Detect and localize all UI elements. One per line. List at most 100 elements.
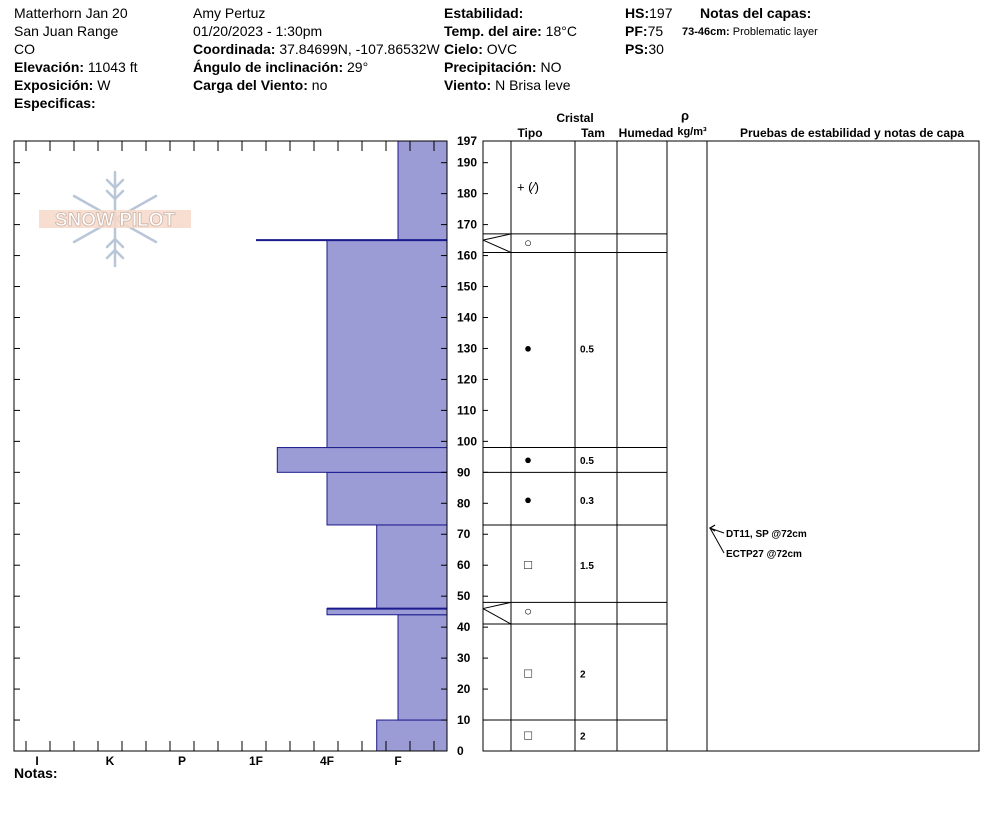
header-range: San Juan Range <box>14 23 119 39</box>
aspect-value: W <box>97 77 111 93</box>
header-location: Matterhorn Jan 20 <box>14 5 128 21</box>
depth-label: 190 <box>457 156 477 170</box>
test-arrowhead-1 <box>709 524 716 532</box>
ps-value: 30 <box>648 41 664 57</box>
table-border <box>482 140 980 752</box>
pf-value: 75 <box>647 23 664 39</box>
header-sky: Cielo: OVC <box>444 40 517 58</box>
test-label-1: ECTP27 @72cm <box>726 549 802 560</box>
coord-value: 37.84699N, -107.86532W <box>279 41 440 57</box>
aspect-label: Exposición: <box>14 77 94 93</box>
hardness-label-K: K <box>106 754 115 768</box>
crust-connector <box>482 601 512 610</box>
header-wind: Viento: N Brisa leve <box>444 76 571 94</box>
header-tam: Tam <box>581 126 605 140</box>
depth-label: 0 <box>457 744 464 758</box>
layer-table <box>482 140 980 752</box>
header-aspect: Exposición: W <box>14 76 110 94</box>
grain-symbol-6: ● <box>524 340 532 355</box>
depth-label: 170 <box>457 218 477 232</box>
grain-size-6: 0.5 <box>580 344 594 355</box>
depth-label: 110 <box>457 403 477 417</box>
grain-size-4: 0.3 <box>580 496 594 507</box>
hardness-layers <box>256 140 448 752</box>
depth-label: 10 <box>457 713 471 727</box>
sky-label: Cielo: <box>444 41 483 57</box>
grain-size-5: 0.5 <box>580 456 594 467</box>
layer-note-text: Problematic layer <box>732 26 818 38</box>
hardness-label-4F: 4F <box>320 754 334 768</box>
slope-label: Ángulo de inclinación: <box>193 59 344 75</box>
hardness-bar-0 <box>376 719 448 752</box>
header-coordinates: Coordinada: 37.84699N, -107.86532W <box>193 40 440 58</box>
test-arrow-1 <box>709 527 725 554</box>
hardness-label-P: P <box>178 754 186 768</box>
precip-label: Precipitación: <box>444 59 537 75</box>
grain-symbol-0: □ <box>524 728 532 743</box>
precip-value: NO <box>540 59 562 75</box>
air-temp-value: 18°C <box>545 23 577 39</box>
header-rho: ρ <box>681 108 689 123</box>
depth-axis: 0 10 20 30 40 50 60 70 80 90 100 110 120 130 140 150 160… <box>457 134 477 758</box>
header-pf: PF:75 <box>625 22 663 40</box>
header-tipo: Tipo <box>517 126 542 140</box>
hs-value: 197 <box>649 5 673 21</box>
grain-size-1: 2 <box>580 670 586 681</box>
header-elevation: Elevación: 11043 ft <box>14 58 137 76</box>
wind-value: N Brisa leve <box>495 77 571 93</box>
header-humedad: Humedad <box>619 126 674 140</box>
grain-symbol-2: ○ <box>524 604 532 619</box>
hardness-bar-4 <box>326 471 448 526</box>
header-state: CO <box>14 41 35 57</box>
depth-label: 100 <box>457 434 477 448</box>
elevation-label: Elevación: <box>14 59 85 75</box>
depth-label: 90 <box>457 465 471 479</box>
depth-label: 150 <box>457 280 477 294</box>
grain-symbol-1: □ <box>524 666 532 681</box>
depth-label: 60 <box>457 558 471 572</box>
hardness-labels: I K P 1F 4F F <box>35 754 401 768</box>
grain-symbol-4: ● <box>524 492 532 507</box>
hardness-bar-1 <box>397 614 448 721</box>
depth-label: 130 <box>457 341 477 355</box>
depth-label: 80 <box>457 496 471 510</box>
header-density-unit: kg/m³ <box>677 126 707 138</box>
header-specifics: Especificas: <box>14 94 96 112</box>
test-label-0: DT11, SP @72cm <box>726 529 807 540</box>
hardness-bar-6 <box>326 239 448 449</box>
header-datetime: 01/20/2023 - 1:30pm <box>193 23 323 39</box>
header-cristal: Cristal <box>556 111 593 125</box>
hardness-label-I: I <box>35 754 38 768</box>
depth-label: 180 <box>457 187 477 201</box>
wind-load-label: Carga del Viento: <box>193 77 308 93</box>
depth-label: 40 <box>457 620 471 634</box>
header-observer: Amy Pertuz <box>193 5 266 21</box>
grain-symbol-3: □ <box>524 557 532 572</box>
layer-note-depth: 73-46cm: <box>682 26 730 38</box>
hardness-bar-7 <box>397 140 448 241</box>
depth-label: 50 <box>457 589 471 603</box>
hs-label: HS: <box>625 5 650 21</box>
grain-symbol-5: ● <box>524 452 532 467</box>
header-layer-note: 73-46cm: Problematic layer <box>682 23 818 41</box>
grain-size-3: 1.5 <box>580 561 594 572</box>
ps-label: PS: <box>625 41 649 57</box>
layer-notes-label: Notas del capas: <box>700 5 812 21</box>
grain-symbol-8: + (⁄) <box>517 179 539 194</box>
crust-connector <box>482 239 512 253</box>
stability-tests: DT11, SP @72cm ECTP27 @72cm <box>709 524 807 560</box>
hardness-label-1F: 1F <box>249 754 263 768</box>
grain-symbol-7: ○ <box>524 235 532 250</box>
hardness-bar-3 <box>376 524 448 610</box>
wind-label: Viento: <box>444 77 492 93</box>
header-wind-load: Carga del Viento: no <box>193 76 327 94</box>
wind-load-value: no <box>311 77 328 93</box>
depth-label: 120 <box>457 372 477 386</box>
notes-label: Notas: <box>14 765 58 781</box>
grain-rows: □ 2 □ 2 ○ □ 1.5 ● 0.3 ● 0.5 ● 0.5 ○ + (⁄) <box>517 179 594 742</box>
header-precip: Precipitación: NO <box>444 58 561 76</box>
depth-label: 160 <box>457 249 477 263</box>
depth-label: 20 <box>457 682 471 696</box>
specifics-label: Especificas: <box>14 95 96 111</box>
